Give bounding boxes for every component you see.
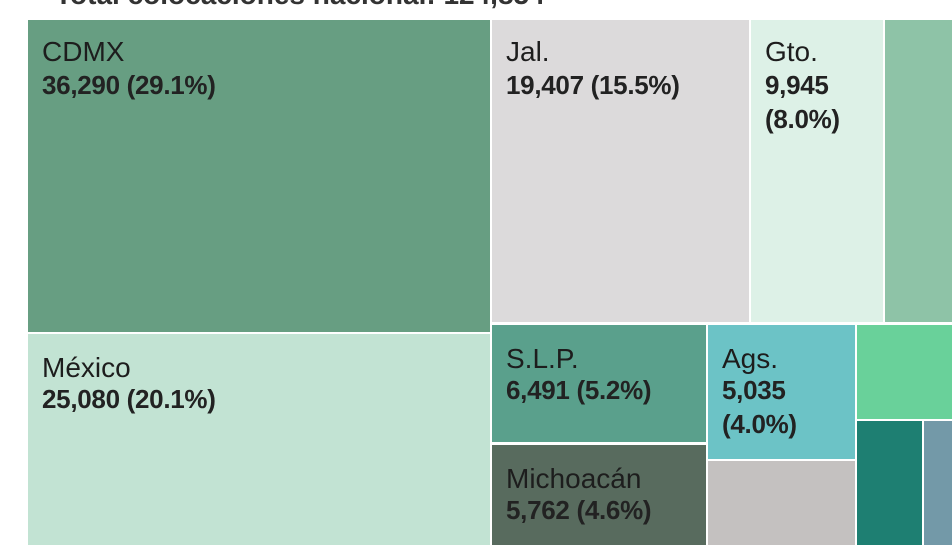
tile: Michoacán 5,762 (4.6%) bbox=[492, 445, 706, 545]
tile-label: 5,035 (4.0%) bbox=[722, 375, 797, 439]
tile: Ags. 5,035 (4.0%) bbox=[708, 325, 855, 459]
tile: CDMX 36,290 (29.1%) bbox=[28, 20, 490, 332]
tile-name: Jal. bbox=[506, 36, 550, 67]
tile-label: 19,407 (15.5%) bbox=[506, 70, 680, 100]
tile: Jal. 19,407 (15.5%) bbox=[492, 20, 749, 322]
tile-label: 9,945 (8.0%) bbox=[765, 70, 840, 134]
tile-name: Michoacán bbox=[506, 463, 642, 494]
tile-name: México bbox=[42, 352, 131, 383]
tile bbox=[857, 325, 952, 419]
tile bbox=[885, 20, 952, 322]
tile bbox=[924, 421, 952, 545]
tile-name: Ags. bbox=[722, 343, 779, 374]
tile-label: 6,491 (5.2%) bbox=[506, 375, 652, 405]
tile-name: CDMX bbox=[42, 36, 125, 67]
tile: México 25,080 (20.1%) bbox=[28, 334, 490, 545]
tile-name: Gto. bbox=[765, 36, 818, 67]
tile-label: 25,080 (20.1%) bbox=[42, 384, 216, 414]
chart-title: Total colocaciones nacional: 124,854 bbox=[55, 0, 545, 11]
tile-label: 5,762 (4.6%) bbox=[506, 495, 652, 525]
tile: Gto. 9,945 (8.0%) bbox=[751, 20, 883, 322]
tile-name: S.L.P. bbox=[506, 343, 579, 374]
tile: S.L.P. 6,491 (5.2%) bbox=[492, 325, 706, 442]
tile bbox=[857, 421, 922, 545]
tile-label: 36,290 (29.1%) bbox=[42, 70, 216, 100]
tile bbox=[708, 461, 855, 545]
